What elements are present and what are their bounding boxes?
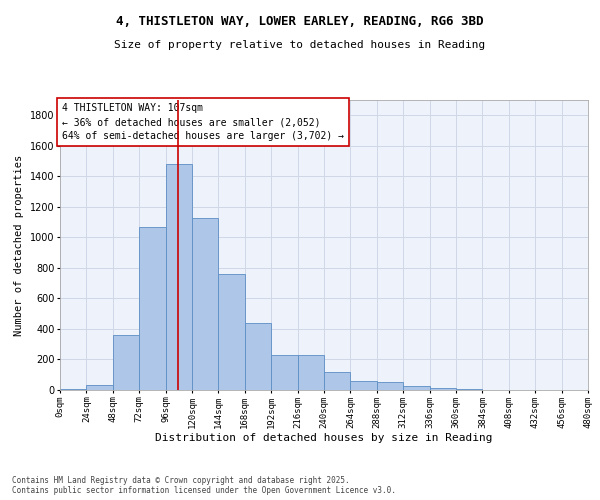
Bar bbox=[113, 335, 139, 390]
Text: 4, THISTLETON WAY, LOWER EARLEY, READING, RG6 3BD: 4, THISTLETON WAY, LOWER EARLEY, READING… bbox=[116, 15, 484, 28]
Bar bbox=[430, 388, 456, 390]
X-axis label: Distribution of detached houses by size in Reading: Distribution of detached houses by size … bbox=[155, 434, 493, 444]
Bar bbox=[403, 386, 430, 390]
Bar bbox=[166, 164, 192, 390]
Bar bbox=[377, 382, 403, 390]
Bar bbox=[324, 372, 350, 390]
Bar bbox=[245, 323, 271, 390]
Text: Size of property relative to detached houses in Reading: Size of property relative to detached ho… bbox=[115, 40, 485, 50]
Bar bbox=[350, 381, 377, 390]
Bar bbox=[86, 386, 113, 390]
Bar bbox=[271, 355, 298, 390]
Text: Contains HM Land Registry data © Crown copyright and database right 2025.
Contai: Contains HM Land Registry data © Crown c… bbox=[12, 476, 396, 495]
Text: 4 THISTLETON WAY: 107sqm
← 36% of detached houses are smaller (2,052)
64% of sem: 4 THISTLETON WAY: 107sqm ← 36% of detach… bbox=[62, 103, 344, 141]
Bar bbox=[218, 274, 245, 390]
Bar bbox=[192, 218, 218, 390]
Y-axis label: Number of detached properties: Number of detached properties bbox=[14, 154, 24, 336]
Bar bbox=[456, 389, 482, 390]
Bar bbox=[139, 226, 166, 390]
Bar bbox=[298, 355, 324, 390]
Bar bbox=[60, 389, 86, 390]
